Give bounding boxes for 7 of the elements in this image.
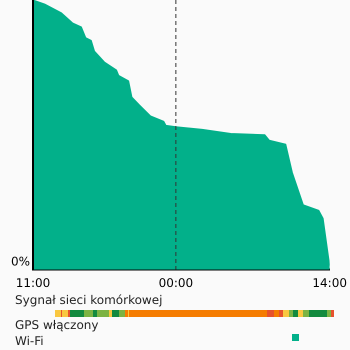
text: Wi-Fi [15, 334, 44, 348]
x-tick-label: 11:00 [16, 276, 50, 290]
text: 0% [10, 254, 30, 269]
x-tick-label: 00:00 [158, 276, 194, 290]
x-tick-label: 14:00 [312, 276, 348, 290]
text: GPS włączony [15, 318, 98, 332]
text: Sygnał sieci komórkowej [15, 293, 162, 307]
